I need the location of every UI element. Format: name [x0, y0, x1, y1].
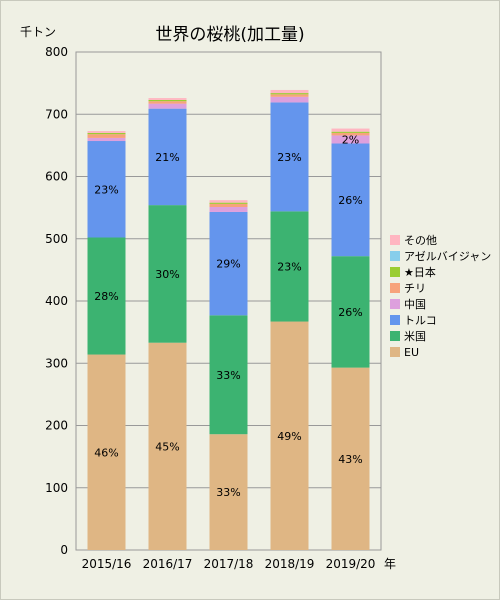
bar-segment [209, 203, 248, 208]
legend-label: 中国 [404, 298, 426, 311]
data-label: 23% [277, 151, 301, 164]
legend-swatch [390, 235, 400, 245]
bar-segment [331, 143, 370, 257]
legend-swatch [390, 267, 400, 277]
bar-segment [331, 256, 370, 368]
bar-segment [270, 321, 309, 550]
legend-swatch [390, 251, 400, 261]
bar-segment [148, 99, 187, 102]
y-tick-label: 100 [45, 481, 68, 495]
data-label: 45% [155, 440, 179, 453]
legend-swatch [390, 315, 400, 325]
legend-label: ★日本 [404, 265, 436, 279]
y-tick-label: 400 [45, 294, 68, 308]
x-tick-label: 2019/20 [326, 557, 376, 571]
legend-swatch [390, 331, 400, 341]
x-tick-label: 2018/19 [265, 557, 315, 571]
x-tick-label: 2016/17 [143, 557, 193, 571]
segment-labels: 46% 28% 23% 45% 30% 21% 33% 33% 29% 49% 23% 23% 43% 2… [94, 133, 362, 499]
bar-segment [87, 141, 126, 238]
data-label: 46% [94, 446, 118, 459]
data-label: 33% [216, 486, 240, 499]
data-label: 43% [338, 453, 362, 466]
data-label: 49% [277, 430, 301, 443]
bar-segment [270, 93, 309, 95]
y-tick-label: 500 [45, 232, 68, 246]
y-tick-labels: 0 100 200 300 400 500 600 700 800 [45, 45, 68, 557]
bar-segment [209, 315, 248, 435]
bar-segment [331, 132, 370, 136]
y-tick-label: 0 [60, 543, 68, 557]
data-label: 23% [94, 183, 118, 196]
bar-segment [148, 101, 187, 104]
legend-swatch [390, 283, 400, 293]
legend-label: チリ [404, 282, 426, 295]
bar-segment [270, 102, 309, 212]
bar-segment [148, 108, 187, 206]
bar-segment [270, 94, 309, 97]
bar-segment [331, 367, 370, 550]
bar-segment [87, 134, 126, 138]
bar-segment [209, 202, 248, 204]
bar-segment [148, 205, 187, 343]
data-label: 33% [216, 369, 240, 382]
bar-segment [148, 342, 187, 550]
bars [87, 89, 370, 550]
legend-label: 米国 [404, 330, 426, 343]
x-tick-labels: 2015/16 2016/17 2017/18 2018/19 2019/20 [82, 557, 376, 571]
legend-swatch [390, 347, 400, 357]
data-label: 29% [216, 258, 240, 271]
bar-segment [209, 434, 248, 550]
x-tick-label: 2015/16 [82, 557, 132, 571]
bar-segment [331, 131, 370, 133]
bar-segment [209, 211, 248, 316]
data-label: 2% [342, 133, 359, 146]
data-label: 26% [338, 194, 362, 207]
bar-segment [209, 207, 248, 212]
bar-segment [331, 135, 370, 144]
bar-segment [209, 200, 248, 203]
y-tick-label: 300 [45, 356, 68, 370]
y-tick-label: 200 [45, 419, 68, 433]
bar-segment [270, 89, 309, 94]
legend-label: アゼルバイジャン [404, 250, 491, 263]
legend-label: その他 [404, 234, 437, 247]
bar-segment [148, 103, 187, 109]
y-tick-label: 700 [45, 107, 68, 121]
legend-label: EU [404, 346, 419, 359]
y-tick-label: 600 [45, 170, 68, 184]
x-axis-label: 年 [384, 557, 396, 571]
chart-title: 世界の桜桃(加工量) [155, 25, 304, 45]
bar-segment [331, 128, 370, 132]
bar-segment [87, 137, 126, 142]
x-tick-label: 2017/18 [204, 557, 254, 571]
bar-segment [87, 132, 126, 135]
y-tick-label: 800 [45, 45, 68, 59]
data-label: 21% [155, 151, 179, 164]
y-axis-label: 千トン [20, 25, 56, 39]
legend-swatch [390, 299, 400, 309]
bar-segment [87, 354, 126, 550]
bar-segment [148, 98, 187, 100]
data-label: 23% [277, 260, 301, 273]
data-label: 28% [94, 290, 118, 303]
bar-segment [270, 96, 309, 103]
data-label: 30% [155, 268, 179, 281]
data-label: 26% [338, 306, 362, 319]
legend-label: トルコ [404, 314, 437, 327]
bar-segment [87, 131, 126, 133]
bar-segment [270, 211, 309, 322]
bar-segment [87, 237, 126, 355]
